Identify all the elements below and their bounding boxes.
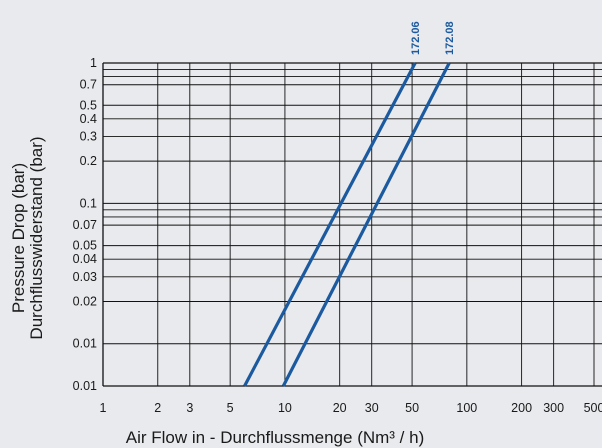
y-tick-label: 0.3 (80, 129, 97, 143)
y-axis-title-line-1: Pressure Drop (bar) (9, 163, 28, 313)
series-label: 172.06 (410, 21, 422, 55)
x-tick-label: 1 (100, 401, 107, 415)
y-tick-label: 0.04 (73, 252, 97, 266)
x-tick-label: 50 (405, 401, 419, 415)
y-axis-title-line-2: Durchflusswiderstand (bar) (27, 136, 46, 339)
y-tick-label: 0.01 (73, 337, 97, 351)
x-tick-label: 500 (584, 401, 602, 415)
x-axis-title: Air Flow in - Durchflussmenge (Nm³ / h) (126, 428, 425, 447)
chart-series (243, 62, 451, 387)
y-tick-label: 0.4 (80, 112, 97, 126)
y-tick-label: 0.1 (80, 196, 97, 210)
series-line-172-06 (243, 62, 417, 387)
x-tick-label: 200 (511, 401, 532, 415)
y-tick-label: 0.02 (73, 294, 97, 308)
x-tick-label: 20 (333, 401, 347, 415)
chart-grid (102, 62, 602, 387)
y-tick-label: 0.2 (80, 154, 97, 168)
y-axis-ticks: 1 0.7 0.50.4 0.3 0.2 0.1 0.07 0.050.04 0.03 0.02 0… (73, 56, 97, 393)
x-axis-ticks: 1 2 3 5 10 20 30 50 100 200 300 500 (100, 401, 602, 415)
series-labels: 172.06 172.08 (410, 21, 456, 55)
x-tick-label: 300 (543, 401, 564, 415)
y-tick-label: 0.03 (73, 270, 97, 284)
y-tick-label: 0.05 (73, 239, 97, 253)
series-line-172-08 (281, 62, 451, 387)
series-label: 172.08 (444, 21, 456, 55)
y-tick-label: 0.07 (73, 218, 97, 232)
y-tick-label: 1 (90, 56, 97, 70)
y-tick-label: 0.5 (80, 98, 97, 112)
y-axis-title: Pressure Drop (bar) Durchflusswiderstand… (9, 136, 46, 339)
y-tick-label: 0.01 (73, 379, 97, 393)
y-tick-label: 0.7 (80, 78, 97, 92)
x-tick-label: 3 (186, 401, 193, 415)
x-tick-label: 2 (154, 401, 161, 415)
x-tick-label: 10 (278, 401, 292, 415)
x-tick-label: 30 (365, 401, 379, 415)
x-tick-label: 5 (227, 401, 234, 415)
x-tick-label: 100 (456, 401, 477, 415)
